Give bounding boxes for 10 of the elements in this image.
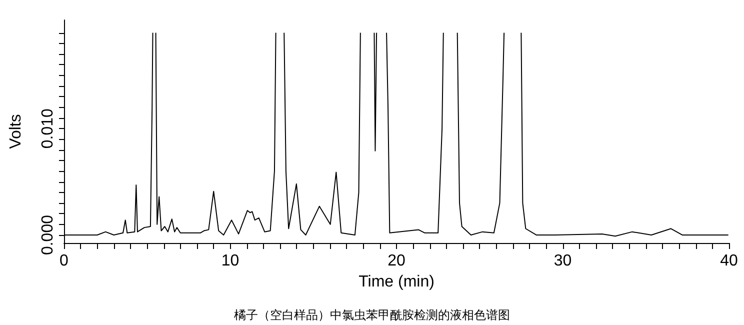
y-tick-label: 0.000	[40, 214, 56, 256]
text: 橘子（空白样品）中氯虫苯甲酰胺检测的液相色谱图	[234, 308, 510, 322]
x-tick-label: 40	[720, 252, 738, 270]
x-tick-label: 0	[60, 252, 69, 270]
y-axis-title: Volts	[8, 114, 24, 149]
x-tick-label: 10	[221, 252, 240, 270]
x-axis-title: Time (min)	[358, 273, 434, 290]
y-tick-label: 0.010	[40, 108, 56, 149]
x-tick-label: 30	[554, 252, 572, 270]
x-tick-label: 20	[388, 252, 406, 270]
